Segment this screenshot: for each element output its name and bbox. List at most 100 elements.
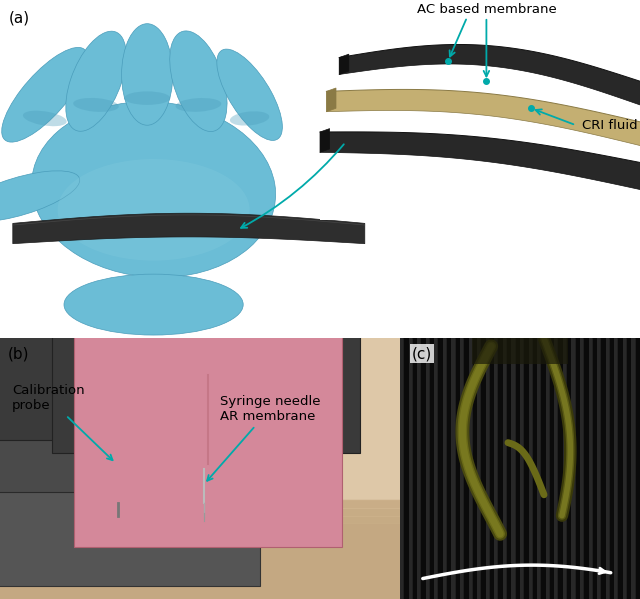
Bar bbox=[408, 338, 412, 599]
FancyBboxPatch shape bbox=[0, 279, 254, 492]
Bar bbox=[618, 338, 620, 599]
Bar bbox=[443, 338, 446, 599]
Ellipse shape bbox=[0, 171, 80, 222]
Polygon shape bbox=[13, 213, 365, 244]
Bar bbox=[494, 338, 497, 599]
Bar bbox=[320, 0, 640, 220]
FancyBboxPatch shape bbox=[70, 504, 122, 519]
Bar bbox=[477, 338, 480, 599]
FancyBboxPatch shape bbox=[222, 504, 274, 519]
Bar bbox=[0, 500, 400, 599]
Bar bbox=[429, 338, 431, 599]
Text: (b): (b) bbox=[8, 346, 29, 361]
Polygon shape bbox=[326, 88, 336, 111]
Bar bbox=[523, 338, 525, 599]
Ellipse shape bbox=[64, 274, 243, 335]
Bar bbox=[497, 338, 500, 599]
FancyBboxPatch shape bbox=[286, 504, 338, 519]
FancyBboxPatch shape bbox=[0, 268, 262, 440]
Bar bbox=[520, 338, 523, 599]
Bar bbox=[589, 338, 592, 599]
Bar bbox=[463, 338, 465, 599]
Bar bbox=[537, 338, 540, 599]
Bar bbox=[566, 338, 568, 599]
Bar bbox=[400, 338, 403, 599]
Bar bbox=[597, 338, 600, 599]
Ellipse shape bbox=[230, 111, 269, 126]
Ellipse shape bbox=[217, 49, 282, 140]
Bar bbox=[472, 338, 568, 364]
Ellipse shape bbox=[58, 159, 250, 261]
Bar bbox=[451, 338, 454, 599]
Bar bbox=[0, 338, 400, 500]
Bar bbox=[614, 338, 618, 599]
Polygon shape bbox=[326, 89, 640, 146]
Bar bbox=[511, 338, 515, 599]
Bar bbox=[435, 338, 438, 599]
Bar bbox=[506, 338, 508, 599]
Bar bbox=[549, 338, 551, 599]
Bar bbox=[635, 338, 637, 599]
Bar bbox=[0, 508, 400, 516]
Bar bbox=[605, 338, 609, 599]
Bar bbox=[468, 338, 472, 599]
Bar bbox=[460, 338, 463, 599]
FancyBboxPatch shape bbox=[6, 504, 58, 519]
Text: Syringe needle
AR membrane: Syringe needle AR membrane bbox=[207, 395, 321, 481]
Bar bbox=[420, 338, 422, 599]
Bar bbox=[592, 338, 594, 599]
Bar bbox=[486, 338, 489, 599]
Bar bbox=[446, 338, 448, 599]
Ellipse shape bbox=[122, 24, 173, 125]
Bar bbox=[515, 338, 516, 599]
Text: AC based membrane: AC based membrane bbox=[417, 4, 556, 16]
Ellipse shape bbox=[170, 31, 227, 132]
Bar bbox=[454, 338, 457, 599]
Bar bbox=[529, 338, 532, 599]
Bar bbox=[557, 338, 559, 599]
Polygon shape bbox=[320, 129, 330, 152]
Ellipse shape bbox=[31, 102, 276, 277]
Bar bbox=[480, 338, 483, 599]
Text: (c): (c) bbox=[412, 346, 432, 361]
Text: Calibration
probe: Calibration probe bbox=[12, 385, 113, 460]
Ellipse shape bbox=[23, 111, 67, 126]
Ellipse shape bbox=[2, 47, 88, 142]
Polygon shape bbox=[339, 54, 349, 74]
Polygon shape bbox=[320, 132, 640, 189]
FancyBboxPatch shape bbox=[74, 292, 342, 547]
Bar bbox=[580, 338, 583, 599]
Text: (a): (a) bbox=[8, 10, 29, 25]
Bar bbox=[572, 338, 575, 599]
Bar bbox=[0, 516, 400, 524]
Bar bbox=[563, 338, 566, 599]
Bar bbox=[417, 338, 420, 599]
Bar bbox=[489, 338, 491, 599]
Ellipse shape bbox=[175, 98, 221, 112]
Bar bbox=[626, 338, 628, 599]
Bar bbox=[600, 338, 602, 599]
Bar bbox=[532, 338, 534, 599]
Bar bbox=[575, 338, 577, 599]
Bar bbox=[546, 338, 549, 599]
Ellipse shape bbox=[124, 92, 170, 105]
Bar bbox=[503, 338, 506, 599]
Bar bbox=[438, 338, 440, 599]
Ellipse shape bbox=[73, 98, 119, 112]
Bar bbox=[540, 338, 543, 599]
Ellipse shape bbox=[66, 31, 126, 131]
Bar bbox=[623, 338, 626, 599]
Bar bbox=[403, 338, 405, 599]
Bar bbox=[412, 338, 414, 599]
FancyBboxPatch shape bbox=[0, 417, 260, 586]
Bar bbox=[632, 338, 635, 599]
Bar bbox=[583, 338, 585, 599]
Bar bbox=[472, 338, 474, 599]
Bar bbox=[609, 338, 611, 599]
Bar bbox=[426, 338, 429, 599]
Bar bbox=[0, 500, 400, 508]
Polygon shape bbox=[339, 44, 640, 105]
Text: CRI fluid: CRI fluid bbox=[582, 119, 638, 132]
Bar bbox=[554, 338, 557, 599]
FancyBboxPatch shape bbox=[52, 271, 360, 453]
